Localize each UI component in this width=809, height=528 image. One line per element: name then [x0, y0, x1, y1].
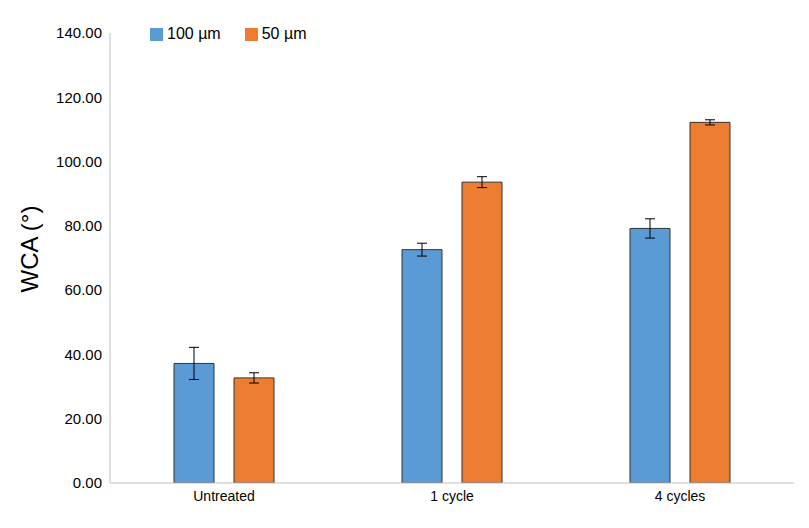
- svg-text:1 cycle: 1 cycle: [430, 488, 474, 504]
- svg-text:20.00: 20.00: [64, 410, 102, 427]
- html-text:100 µm: 100 µm: [167, 25, 221, 42]
- svg-text:100.00: 100.00: [56, 153, 102, 170]
- svg-text:4 cycles: 4 cycles: [655, 488, 706, 504]
- svg-text:60.00: 60.00: [64, 281, 102, 298]
- html-text:WCA (°): WCA (°): [16, 205, 43, 293]
- svg-text:Untreated: Untreated: [193, 488, 254, 504]
- svg-text:140.00: 140.00: [56, 24, 102, 41]
- html-text:50 µm: 50 µm: [261, 25, 307, 42]
- svg-text:120.00: 120.00: [56, 89, 102, 106]
- svg-text:40.00: 40.00: [64, 346, 102, 363]
- svg-text:80.00: 80.00: [64, 217, 102, 234]
- svg-text:0.00: 0.00: [73, 474, 102, 491]
